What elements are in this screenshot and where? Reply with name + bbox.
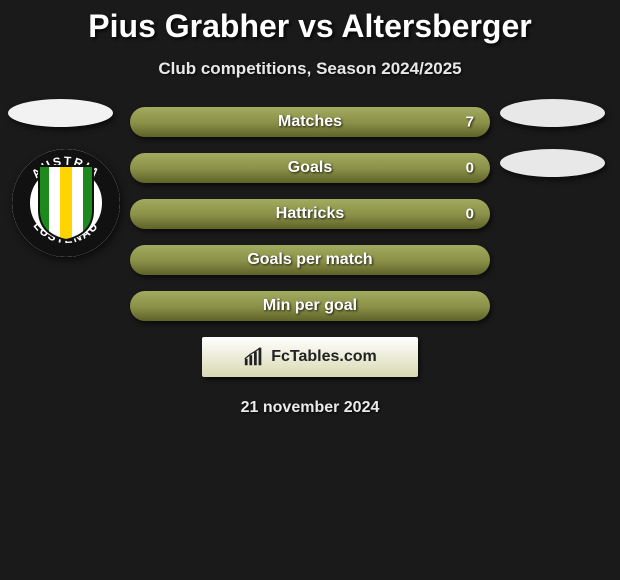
stat-label: Goals [288, 159, 332, 177]
club-crest-left: AUSTRIA LUSTENAU [12, 149, 120, 257]
stat-bar: Goals per match [130, 245, 490, 275]
stat-bar: Hattricks 0 [130, 199, 490, 229]
brand-badge: FcTables.com [202, 337, 418, 377]
stat-label: Matches [278, 113, 342, 131]
player-card-left [8, 99, 113, 127]
right-player-column [492, 99, 612, 199]
stat-label: Min per goal [263, 297, 357, 315]
crest-shield [37, 164, 95, 242]
brand-name: FcTables.com [271, 348, 377, 366]
stat-value-right: 0 [466, 206, 474, 223]
stat-label: Goals per match [247, 251, 372, 269]
stat-bar: Matches 7 [130, 107, 490, 137]
stat-bar: Goals 0 [130, 153, 490, 183]
stat-bar: Min per goal [130, 291, 490, 321]
player-card-right-1 [500, 99, 605, 127]
bar-chart-icon [243, 346, 265, 368]
player-card-right-2 [500, 149, 605, 177]
stat-label: Hattricks [276, 205, 344, 223]
left-player-column: AUSTRIA LUSTENAU [8, 99, 128, 257]
stats-list: Matches 7 Goals 0 Hattricks 0 Goals per … [130, 107, 490, 321]
generation-date: 21 november 2024 [130, 399, 490, 417]
stat-value-right: 7 [466, 114, 474, 131]
comparison-infographic: Pius Grabher vs Altersberger Club compet… [0, 0, 620, 417]
stat-value-right: 0 [466, 160, 474, 177]
subtitle: Club competitions, Season 2024/2025 [0, 59, 620, 79]
page-title: Pius Grabher vs Altersberger [0, 8, 620, 45]
comparison-body: AUSTRIA LUSTENAU [0, 107, 620, 417]
